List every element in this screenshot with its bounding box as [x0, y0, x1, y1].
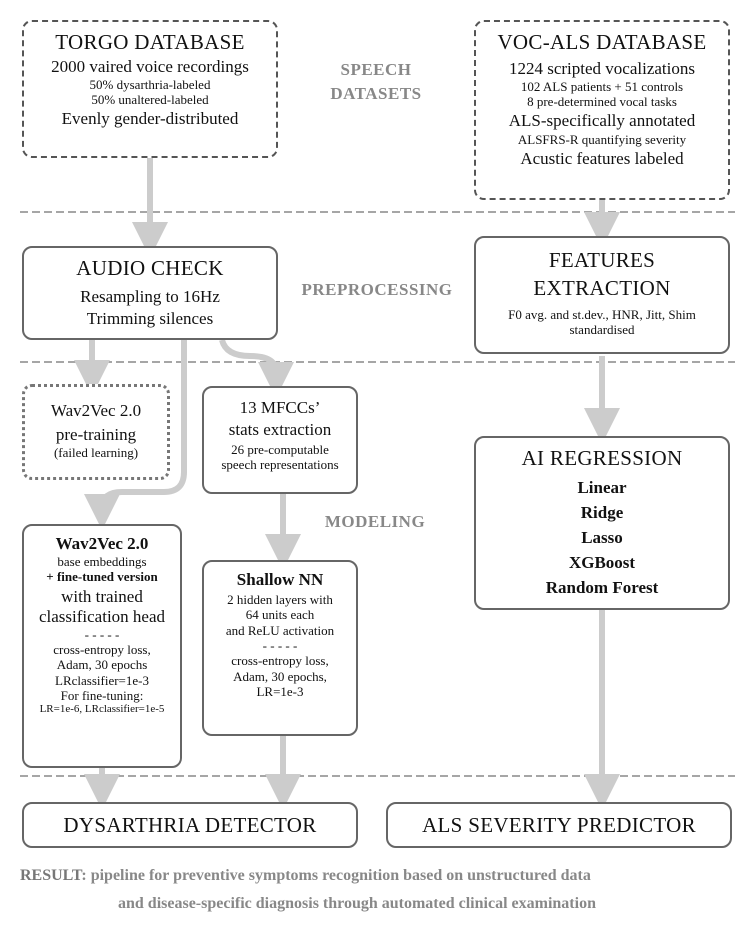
vocals-line2: 102 ALS patients + 51 controls: [520, 78, 684, 94]
vocals-line1: 1224 scripted vocalizations: [508, 58, 695, 78]
shallow-nn-sep: - - - - -: [262, 638, 298, 654]
shallow-nn-line2: 64 units each: [245, 607, 315, 623]
shallow-nn-line3: and ReLU activation: [225, 622, 335, 638]
arrow-audio-w2v: [84, 340, 187, 530]
wav2vec-title: Wav2Vec 2.0: [55, 534, 149, 553]
mfcc-box: 13 MFCCs’ stats extraction 26 pre-comput…: [202, 386, 358, 494]
wav2vec-line3: with trained: [61, 586, 143, 606]
section-datasets-label: DATASETS: [330, 84, 422, 103]
vocals-line3: 8 pre-determined vocal tasks: [527, 94, 677, 110]
mfcc-line3: 26 pre-computable: [231, 442, 329, 458]
section-modeling: MODELING: [324, 512, 426, 531]
features-line2: standardised: [569, 322, 635, 338]
vocals-line6: Acustic features labeled: [520, 148, 684, 168]
dysarthria-detector-box: DYSARTHRIA DETECTOR: [22, 802, 358, 848]
ai-model-ridge: Ridge: [580, 502, 624, 522]
result-text2: and disease-specific diagnosis through a…: [118, 895, 596, 912]
audio-check-line1: Resampling to 16Hz: [80, 286, 220, 306]
wav2vec-line2: + fine-tuned version: [46, 569, 158, 585]
vocals-line4: ALS-specifically annotated: [508, 111, 696, 131]
shallow-nn-title: Shallow NN: [236, 570, 324, 589]
vocals-database-box: VOC-ALS DATABASE 1224 scripted vocalizat…: [474, 20, 730, 200]
ai-regression-box: AI REGRESSION Linear Ridge Lasso XGBoost…: [474, 436, 730, 610]
shallow-nn-line4: cross-entropy loss,: [231, 653, 329, 669]
als-severity-predictor-label: ALS SEVERITY PREDICTOR: [422, 813, 696, 837]
result-label: RESULT: [20, 867, 82, 884]
wav2vec-pre-line3: (failed learning): [53, 445, 139, 461]
shallow-nn-line5: Adam, 30 epochs,: [233, 668, 327, 684]
audio-check-title: AUDIO CHECK: [76, 256, 224, 280]
arrow-audio-mfcc: [219, 339, 294, 398]
mfcc-line4: speech representations: [221, 457, 339, 473]
wav2vec-line7: LRclassifier=1e-3: [55, 672, 149, 688]
wav2vec-box: Wav2Vec 2.0 base embeddings + fine-tuned…: [22, 524, 182, 768]
wav2vec-pretraining-box: Wav2Vec 2.0 pre-training (failed learnin…: [22, 384, 170, 480]
result-text1: : pipeline for preventive symptoms recog…: [81, 867, 591, 884]
ai-model-xgboost: XGBoost: [568, 552, 636, 572]
features-extraction-box: FEATURES EXTRACTION F0 avg. and st.dev.,…: [474, 236, 730, 354]
shallow-nn-box: Shallow NN 2 hidden layers with 64 units…: [202, 560, 358, 736]
mfcc-line1: 13 MFCCs’: [239, 398, 321, 417]
section-preprocessing: PREPROCESSING: [301, 280, 453, 299]
torgo-database-box: TORGO DATABASE 2000 vaired voice recordi…: [22, 20, 278, 158]
wav2vec-line6: Adam, 30 epochs: [56, 657, 148, 673]
vocals-line5: ALSFRS-R quantifying severity: [517, 131, 687, 147]
mfcc-line2: stats extraction: [228, 420, 332, 440]
section-speech-label: SPEECH: [340, 60, 412, 79]
wav2vec-pre-line2: pre-training: [55, 425, 137, 445]
torgo-line3: 50% unaltered-labeled: [91, 92, 209, 108]
wav2vec-pre-line1: Wav2Vec 2.0: [50, 401, 142, 420]
wav2vec-line9: LR=1e-6, LRclassifier=1e-5: [39, 703, 165, 716]
ai-model-linear: Linear: [577, 477, 627, 497]
ai-model-random-forest: Random Forest: [545, 577, 659, 597]
features-title1: FEATURES: [548, 248, 656, 272]
torgo-line4: Evenly gender-distributed: [61, 109, 239, 129]
torgo-line1: 2000 vaired voice recordings: [51, 56, 249, 76]
torgo-line2: 50% dysarthria-labeled: [89, 76, 211, 92]
wav2vec-sep: - - - - -: [84, 626, 120, 642]
section-speech-datasets: SPEECH DATASETS: [318, 58, 434, 106]
audio-check-box: AUDIO CHECK Resampling to 16Hz Trimming …: [22, 246, 278, 340]
ai-model-lasso: Lasso: [581, 527, 623, 547]
torgo-title: TORGO DATABASE: [55, 30, 245, 54]
wav2vec-line1: base embeddings: [57, 554, 147, 570]
dysarthria-detector-label: DYSARTHRIA DETECTOR: [63, 813, 317, 837]
result-caption: RESULT: pipeline for preventive symptoms…: [20, 862, 740, 918]
shallow-nn-line1: 2 hidden layers with: [227, 592, 333, 608]
features-line1: F0 avg. and st.dev., HNR, Jitt, Shim: [508, 306, 696, 322]
shallow-nn-line6: LR=1e-3: [256, 684, 304, 700]
ai-regression-title: AI REGRESSION: [521, 446, 683, 470]
wav2vec-line4: classification head: [38, 606, 166, 626]
features-title2: EXTRACTION: [533, 276, 671, 301]
wav2vec-line8: For fine-tuning:: [60, 688, 144, 704]
audio-check-line2: Trimming silences: [86, 308, 214, 328]
result-line1: RESULT: pipeline for preventive symptoms…: [20, 862, 740, 890]
vocals-title: VOC-ALS DATABASE: [497, 30, 707, 54]
wav2vec-line5: cross-entropy loss,: [53, 642, 151, 658]
als-severity-predictor-box: ALS SEVERITY PREDICTOR: [386, 802, 732, 848]
